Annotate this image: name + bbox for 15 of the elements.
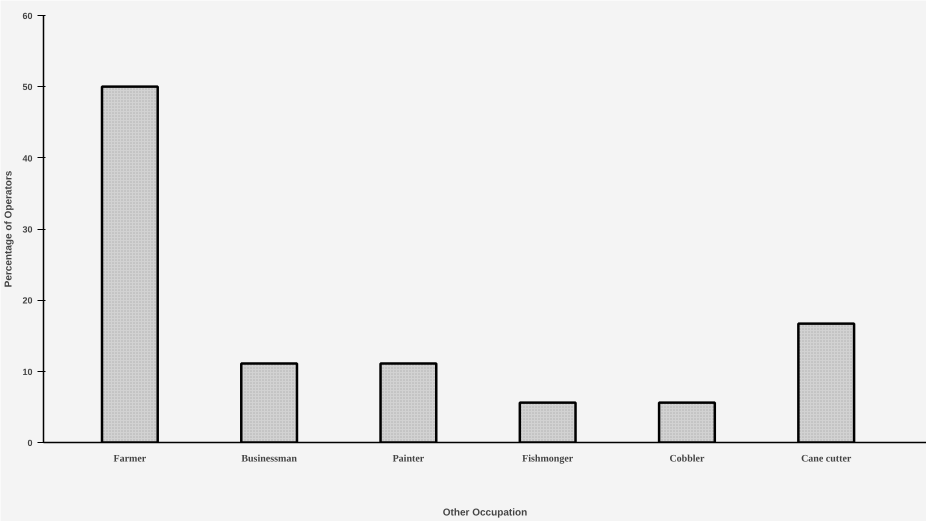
y-tick-label: 10: [22, 366, 33, 377]
y-axis-title: Percentage of Operators: [3, 170, 14, 288]
y-tick-label: 30: [22, 224, 33, 234]
x-tick-label: Cobbler: [669, 454, 706, 464]
x-tick-label: Cane cutter: [801, 454, 852, 464]
y-tick-label: 60: [22, 11, 33, 21]
y-tick-label: 50: [22, 82, 33, 92]
y-tick-label: 40: [22, 153, 33, 164]
x-tick-label: Farmer: [113, 454, 147, 464]
y-tick-label: 20: [22, 296, 33, 306]
y-tick-label: 0: [27, 438, 33, 448]
x-tick-label: Fishmonger: [522, 454, 574, 464]
x-axis-title: Other Occupation: [442, 508, 528, 518]
x-tick-label: Painter: [392, 454, 425, 464]
x-tick-label: Businessman: [241, 454, 298, 464]
